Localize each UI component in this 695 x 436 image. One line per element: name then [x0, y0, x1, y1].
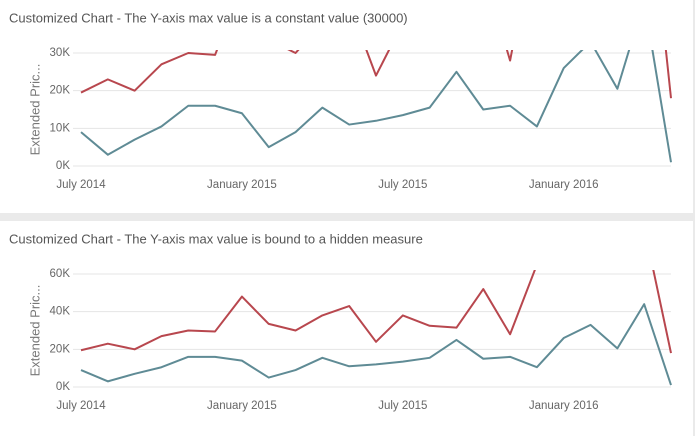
- y-tick-label: 20K: [50, 343, 71, 355]
- panel: [0, 221, 693, 436]
- line-series: [80, 270, 672, 354]
- x-tick-label: July 2014: [56, 179, 106, 191]
- line-series: [80, 303, 672, 386]
- y-axis-label: Extended Pric...: [27, 285, 42, 377]
- x-tick-label: January 2016: [529, 400, 599, 412]
- line-series: [80, 50, 672, 163]
- x-tick-label: January 2015: [207, 400, 277, 412]
- y-tick-label: 60K: [50, 268, 71, 280]
- chart-title: Customized Chart - The Y-axis max value …: [9, 231, 423, 246]
- y-tick-label: 40K: [50, 306, 71, 318]
- panel: [0, 0, 693, 213]
- y-tick-label: 20K: [50, 85, 71, 97]
- plot: [80, 270, 672, 386]
- x-tick-label: January 2015: [207, 179, 277, 191]
- x-tick-label: July 2015: [378, 179, 427, 191]
- plot: [80, 50, 672, 163]
- x-tick-label: January 2016: [529, 179, 599, 191]
- line-series: [80, 50, 672, 99]
- x-tick-label: July 2015: [378, 400, 427, 412]
- y-tick-label: 30K: [50, 47, 71, 59]
- y-tick-label: 10K: [50, 122, 71, 134]
- y-tick-label: 0K: [56, 381, 70, 393]
- y-tick-label: 0K: [56, 160, 70, 172]
- x-tick-label: July 2014: [56, 400, 106, 412]
- y-axis-label: Extended Pric...: [27, 64, 42, 156]
- chart-title: Customized Chart - The Y-axis max value …: [9, 10, 408, 25]
